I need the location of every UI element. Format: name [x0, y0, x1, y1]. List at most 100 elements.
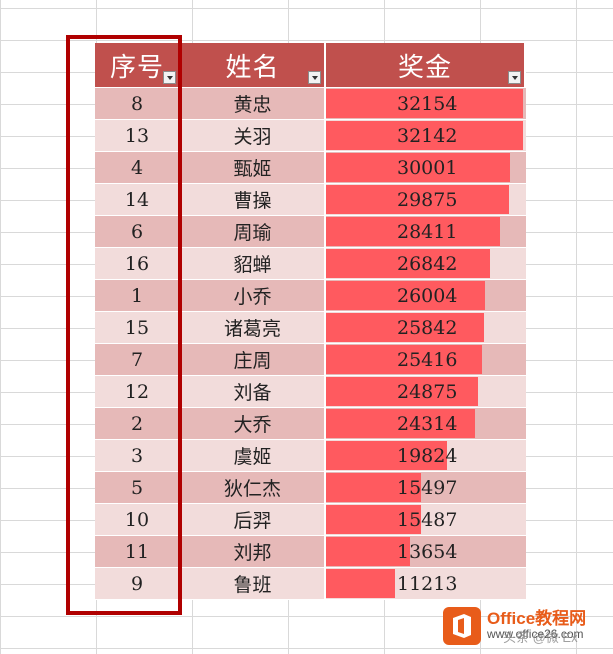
bonus-value: 30001 — [397, 156, 458, 179]
cell-bonus[interactable]: 28411 — [326, 216, 526, 248]
header-bonus: 奖金 — [326, 43, 526, 88]
cell-name[interactable]: 貂蝉 — [181, 248, 326, 280]
header-id-label: 序号 — [109, 52, 164, 83]
cell-name[interactable]: 鲁班 — [181, 568, 326, 600]
cell-id[interactable]: 10 — [95, 504, 181, 536]
table-row: 16 貂蝉 26842 — [95, 248, 526, 280]
bonus-value: 19824 — [397, 444, 458, 467]
cell-name[interactable]: 诸葛亮 — [181, 312, 326, 344]
cell-id[interactable]: 12 — [95, 376, 181, 408]
data-bar — [326, 153, 510, 182]
cell-bonus[interactable]: 24875 — [326, 376, 526, 408]
table-row: 6 周瑜 28411 — [95, 216, 526, 248]
table-row: 8 黄忠 32154 — [95, 88, 526, 120]
data-bar — [326, 217, 500, 246]
cell-bonus[interactable]: 24314 — [326, 408, 526, 440]
data-bar — [326, 537, 410, 566]
filter-dropdown-icon[interactable] — [163, 71, 176, 84]
cell-bonus[interactable]: 25416 — [326, 344, 526, 376]
cell-bonus[interactable]: 13654 — [326, 536, 526, 568]
cell-id[interactable]: 9 — [95, 568, 181, 600]
bonus-value: 24314 — [397, 412, 458, 435]
data-bar — [326, 473, 421, 502]
watermark-title: Office教程网 — [487, 609, 587, 629]
data-bar — [326, 121, 523, 150]
cell-name[interactable]: 曹操 — [181, 184, 326, 216]
cell-id[interactable]: 2 — [95, 408, 181, 440]
cell-id[interactable]: 15 — [95, 312, 181, 344]
watermark-author: 头条 @微 Ex — [503, 630, 578, 645]
cell-id[interactable]: 4 — [95, 152, 181, 184]
cell-id[interactable]: 1 — [95, 280, 181, 312]
cell-bonus[interactable]: 19824 — [326, 440, 526, 472]
cell-name[interactable]: 大乔 — [181, 408, 326, 440]
data-bar — [326, 313, 484, 342]
bonus-value: 13654 — [397, 540, 458, 563]
cell-bonus[interactable]: 29875 — [326, 184, 526, 216]
data-bar — [326, 441, 447, 470]
cell-bonus[interactable]: 26004 — [326, 280, 526, 312]
header-row: 序号 姓名 奖金 — [95, 43, 526, 88]
watermark: Office教程网 www.office26.com 头条 @微 Ex — [443, 597, 613, 654]
cell-id[interactable]: 7 — [95, 344, 181, 376]
cell-bonus[interactable]: 32142 — [326, 120, 526, 152]
data-bar — [326, 409, 475, 438]
cell-bonus[interactable]: 15487 — [326, 504, 526, 536]
cell-name[interactable]: 关羽 — [181, 120, 326, 152]
cell-bonus[interactable]: 26842 — [326, 248, 526, 280]
bonus-value: 29875 — [397, 188, 458, 211]
data-table: 序号 姓名 奖金 8 黄忠 32154 13 关羽 32142 4 甄姬 30001 14 曹操 29… — [95, 43, 526, 600]
cell-id[interactable]: 5 — [95, 472, 181, 504]
table-row: 3 虞姬 19824 — [95, 440, 526, 472]
cell-name[interactable]: 周瑜 — [181, 216, 326, 248]
bonus-value: 28411 — [397, 220, 458, 243]
table-body: 8 黄忠 32154 13 关羽 32142 4 甄姬 30001 14 曹操 29875 6 周瑜 284… — [95, 88, 526, 600]
table-row: 14 曹操 29875 — [95, 184, 526, 216]
data-bar — [326, 281, 485, 310]
table-row: 12 刘备 24875 — [95, 376, 526, 408]
cell-name[interactable]: 小乔 — [181, 280, 326, 312]
filter-dropdown-icon[interactable] — [508, 71, 521, 84]
data-bar — [326, 377, 478, 406]
cell-name[interactable]: 甄姬 — [181, 152, 326, 184]
cell-id[interactable]: 8 — [95, 88, 181, 120]
cell-id[interactable]: 16 — [95, 248, 181, 280]
cell-bonus[interactable]: 11213 — [326, 568, 526, 600]
table-row: 7 庄周 25416 — [95, 344, 526, 376]
cell-bonus[interactable]: 25842 — [326, 312, 526, 344]
cell-name[interactable]: 虞姬 — [181, 440, 326, 472]
cell-name[interactable]: 黄忠 — [181, 88, 326, 120]
table-row: 10 后羿 15487 — [95, 504, 526, 536]
filter-dropdown-icon[interactable] — [308, 71, 321, 84]
bonus-value: 32154 — [397, 92, 458, 115]
cell-bonus[interactable]: 15497 — [326, 472, 526, 504]
bonus-value: 15487 — [397, 508, 458, 531]
cell-id[interactable]: 14 — [95, 184, 181, 216]
table-row: 9 鲁班 11213 — [95, 568, 526, 600]
cell-name[interactable]: 刘备 — [181, 376, 326, 408]
table-row: 4 甄姬 30001 — [95, 152, 526, 184]
table-row: 1 小乔 26004 — [95, 280, 526, 312]
cell-id[interactable]: 11 — [95, 536, 181, 568]
table-row: 2 大乔 24314 — [95, 408, 526, 440]
cell-name[interactable]: 庄周 — [181, 344, 326, 376]
cell-id[interactable]: 3 — [95, 440, 181, 472]
bonus-value: 25416 — [397, 348, 458, 371]
cell-name[interactable]: 狄仁杰 — [181, 472, 326, 504]
cell-bonus[interactable]: 30001 — [326, 152, 526, 184]
data-bar — [326, 185, 509, 214]
data-bar — [326, 569, 395, 598]
bonus-value: 15497 — [397, 476, 458, 499]
cell-id[interactable]: 6 — [95, 216, 181, 248]
cell-name[interactable]: 刘邦 — [181, 536, 326, 568]
table-row: 13 关羽 32142 — [95, 120, 526, 152]
watermark-subtitle: www.office26.com — [487, 627, 584, 642]
cell-bonus[interactable]: 32154 — [326, 88, 526, 120]
cell-name[interactable]: 后羿 — [181, 504, 326, 536]
watermark-text: Office教程网 www.office26.com — [487, 610, 586, 640]
office-logo-icon — [443, 606, 481, 645]
cell-id[interactable]: 13 — [95, 120, 181, 152]
data-bar — [326, 505, 421, 534]
header-name: 姓名 — [181, 43, 326, 88]
